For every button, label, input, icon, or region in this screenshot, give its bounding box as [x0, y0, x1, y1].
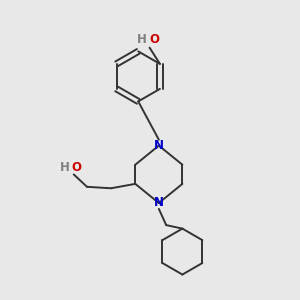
Text: H: H	[137, 33, 147, 46]
Text: N: N	[154, 196, 164, 209]
Text: H: H	[59, 161, 69, 175]
Text: O: O	[71, 161, 81, 175]
Text: N: N	[154, 139, 164, 152]
Text: O: O	[149, 33, 159, 46]
